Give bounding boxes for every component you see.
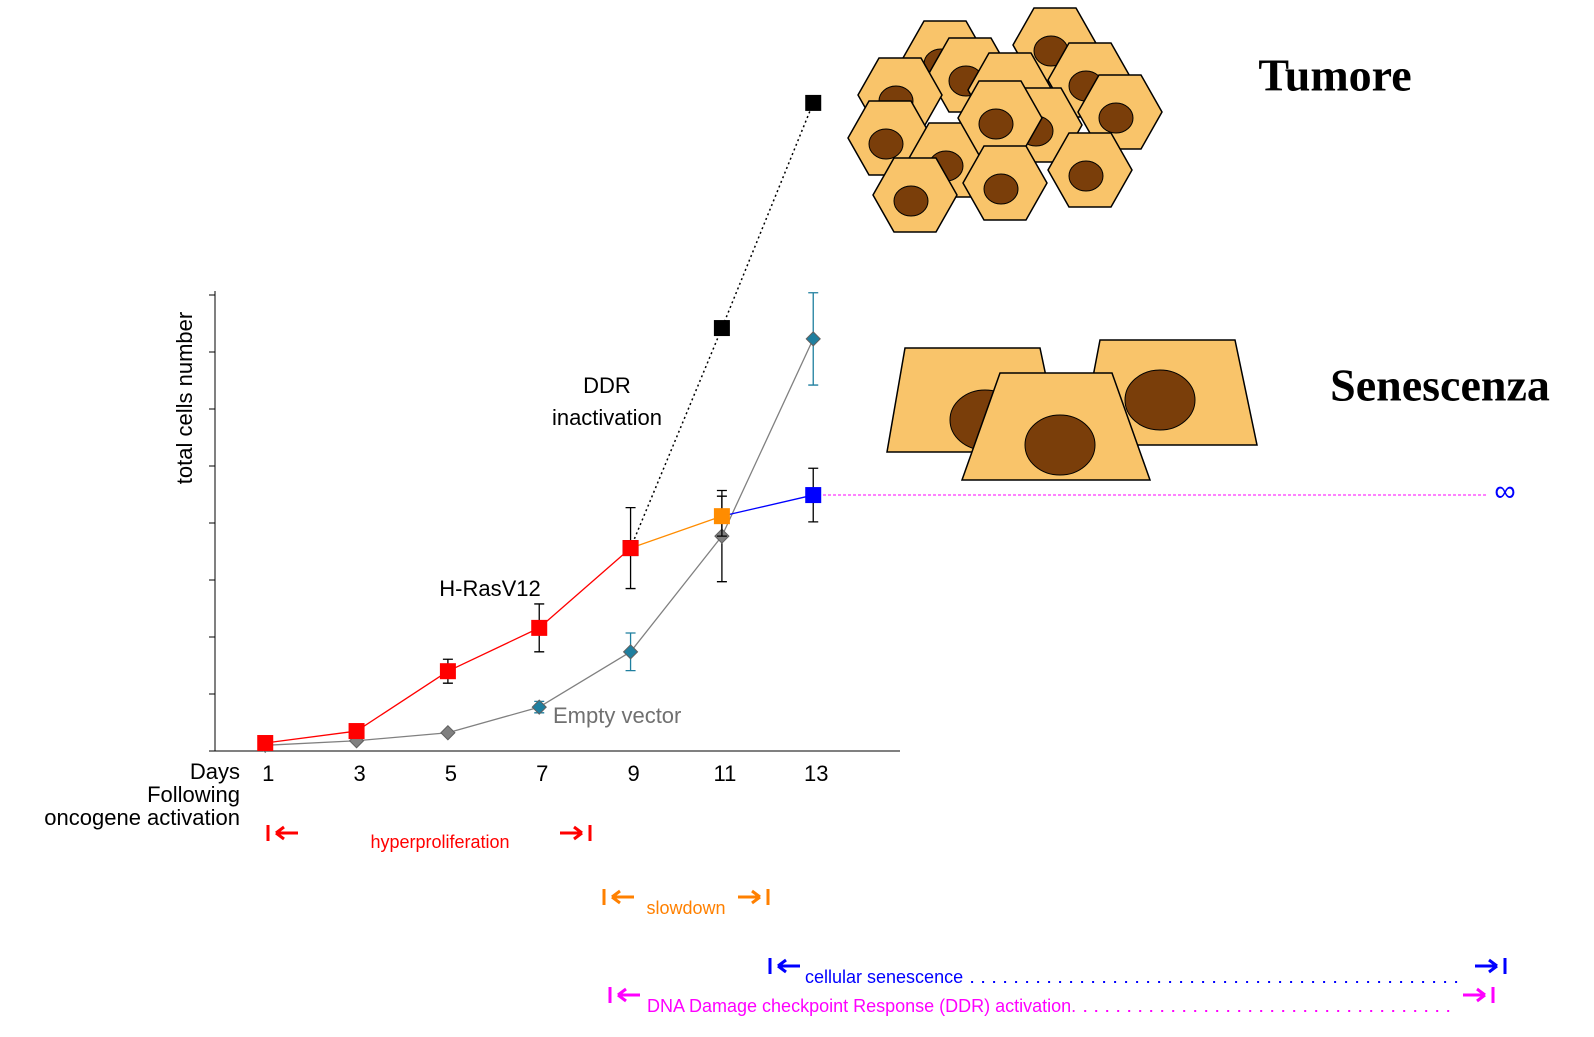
nucleus (868, 128, 904, 160)
series-line (721, 338, 814, 537)
nucleus (978, 108, 1014, 140)
phase-arrow-end (560, 825, 592, 841)
phase-label: cellular senescence (805, 967, 963, 987)
data-point (257, 735, 274, 752)
senescence-label: Senescenza (1330, 360, 1550, 411)
x-tick-label: 11 (713, 761, 736, 786)
annotation: H-RasV12 (439, 576, 540, 601)
series-line (356, 732, 448, 742)
nucleus (1098, 102, 1134, 134)
data-point (805, 94, 822, 111)
x-tick-label: 13 (804, 761, 828, 786)
x-axis-label: Days (190, 759, 240, 784)
nucleus (1024, 414, 1096, 476)
data-point (622, 644, 639, 660)
series-line (630, 535, 723, 653)
phase-label: hyperproliferation (370, 832, 509, 852)
series-line (447, 706, 540, 734)
x-tick-label: 7 (536, 761, 548, 786)
phase-arrow-end (1463, 987, 1495, 1003)
x-tick-label: 5 (445, 761, 457, 786)
data-point (713, 320, 730, 337)
x-tick-label: 1 (262, 761, 274, 786)
series-line (265, 740, 357, 746)
x-tick-label: 3 (353, 761, 365, 786)
phase-arrow-start (768, 958, 800, 974)
y-axis-label: total cells number (172, 312, 197, 484)
phase-arrow-start (266, 825, 298, 841)
phase-arrow-end (738, 889, 770, 905)
data-point (805, 331, 821, 347)
series-line (538, 547, 631, 629)
nucleus (1068, 160, 1104, 192)
phase-arrow-end (1475, 958, 1507, 974)
phase-arrow-start (608, 987, 640, 1003)
phase-arrow-start (602, 889, 634, 905)
annotation: ∞ (1494, 475, 1515, 508)
annotation: DDR (583, 373, 631, 398)
nucleus (893, 185, 929, 217)
data-point (531, 699, 547, 715)
phase-label: DNA Damage checkpoint Response (DDR) act… (647, 996, 1076, 1016)
series-line (447, 627, 540, 672)
x-axis-label: Following (147, 782, 240, 807)
x-axis-label: oncogene activation (44, 805, 240, 830)
nucleus (983, 173, 1019, 205)
series-line (356, 670, 449, 732)
x-tick-label: 9 (627, 761, 639, 786)
data-point (805, 487, 822, 504)
series-line (630, 515, 723, 549)
nucleus (1124, 369, 1196, 431)
data-point (440, 725, 456, 741)
data-point (622, 540, 639, 557)
data-point (531, 619, 548, 636)
tumor-label: Tumore (1258, 50, 1411, 101)
series-line (265, 730, 357, 744)
data-point (348, 723, 365, 740)
data-point (439, 663, 456, 680)
annotation: Empty vector (553, 703, 681, 728)
series-line (629, 102, 814, 549)
series-line (538, 651, 631, 708)
data-point (713, 508, 730, 525)
series-line (721, 494, 814, 517)
phase-label: slowdown (646, 898, 725, 918)
annotation: inactivation (552, 405, 662, 430)
